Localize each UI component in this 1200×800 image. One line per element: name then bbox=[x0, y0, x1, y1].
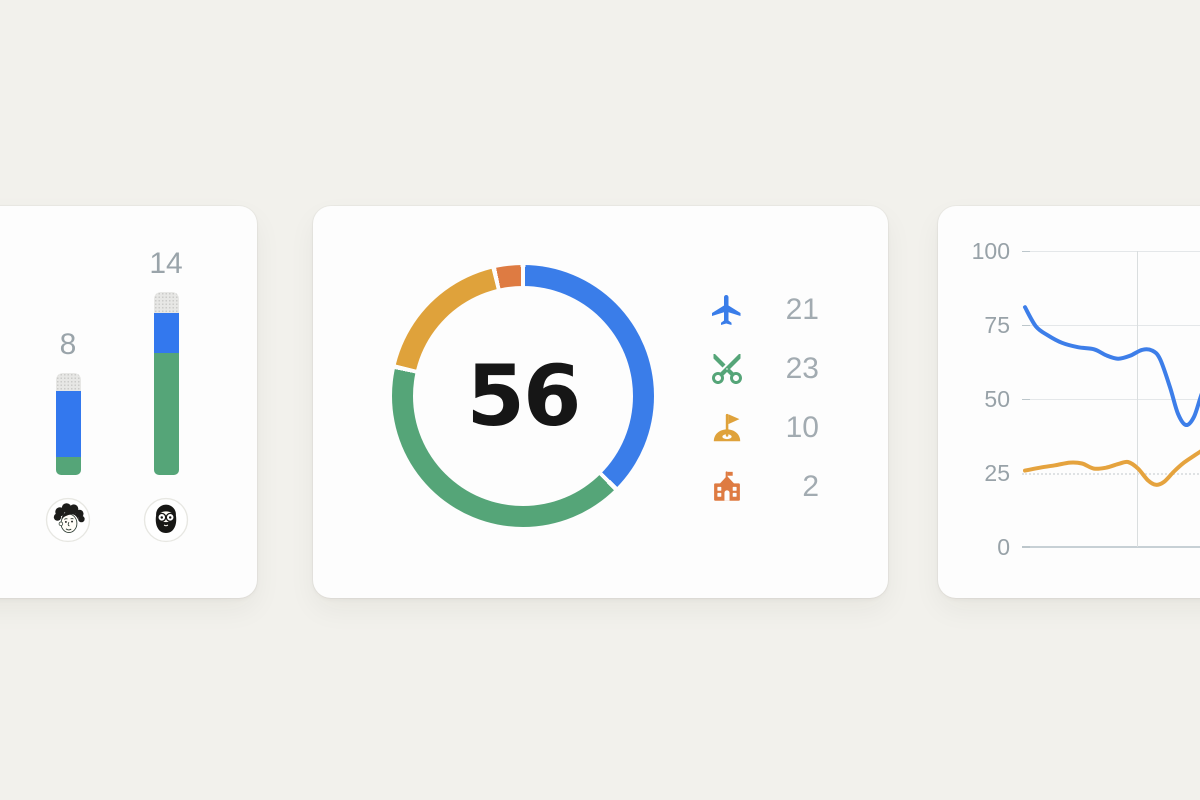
legend-value: 23 bbox=[785, 352, 819, 385]
y-axis-tick-0: 0 bbox=[997, 534, 1010, 560]
bar-segment-green bbox=[55, 456, 81, 475]
donut-total-value: 56 bbox=[466, 347, 582, 445]
legend-value: 2 bbox=[802, 470, 819, 503]
y-axis-tick-25: 25 bbox=[984, 460, 1010, 486]
vertical-gridline bbox=[1137, 251, 1138, 547]
stacked-bar bbox=[55, 372, 81, 475]
bar-column-2: 14 bbox=[136, 246, 196, 475]
school-icon bbox=[709, 469, 745, 505]
donut-hole bbox=[413, 286, 633, 506]
legend-row-golf: 10 bbox=[709, 408, 819, 448]
avatar-person-curly-hair[interactable] bbox=[45, 497, 91, 543]
bar-segment-remainder bbox=[55, 372, 81, 392]
donut-legend: 21 23 bbox=[709, 290, 819, 526]
scissors-icon bbox=[709, 351, 745, 387]
legend-value: 10 bbox=[785, 411, 819, 444]
gridline-75 bbox=[1022, 325, 1200, 326]
gridline-0 bbox=[1022, 546, 1200, 548]
gridline-50 bbox=[1022, 399, 1200, 400]
stacked-bar bbox=[153, 291, 179, 475]
donut-chart: 56 bbox=[392, 265, 654, 527]
line-series-orange bbox=[1023, 449, 1200, 487]
bar-value-label: 8 bbox=[59, 327, 77, 361]
legend-row-cuts: 23 bbox=[709, 349, 819, 389]
bar-segment-remainder bbox=[153, 291, 179, 313]
bar-segment-green bbox=[153, 353, 179, 475]
line-chart-card[interactable]: 100 75 50 25 0 bbox=[938, 206, 1200, 598]
donut-chart-card[interactable]: 56 21 23 bbox=[313, 206, 888, 598]
bar-segment-blue bbox=[153, 312, 179, 354]
legend-value: 21 bbox=[785, 293, 819, 326]
gridline-100 bbox=[1022, 251, 1200, 252]
bar-segment-blue bbox=[55, 391, 81, 457]
airplane-icon bbox=[709, 292, 745, 328]
y-axis-tick-75: 75 bbox=[984, 312, 1010, 338]
legend-row-flights: 21 bbox=[709, 290, 819, 330]
golf-flag-icon bbox=[709, 410, 745, 446]
y-axis-tick-100: 100 bbox=[971, 238, 1010, 264]
bar-column-1: 8 bbox=[38, 327, 98, 475]
y-axis-tick-50: 50 bbox=[984, 386, 1010, 412]
bar-chart-card[interactable]: 8 14 bbox=[0, 206, 257, 598]
avatar-person-beard-glasses[interactable] bbox=[143, 497, 189, 543]
gridline-25 bbox=[1022, 473, 1200, 475]
bar-value-label: 14 bbox=[149, 246, 183, 280]
legend-row-school: 2 bbox=[709, 467, 819, 507]
